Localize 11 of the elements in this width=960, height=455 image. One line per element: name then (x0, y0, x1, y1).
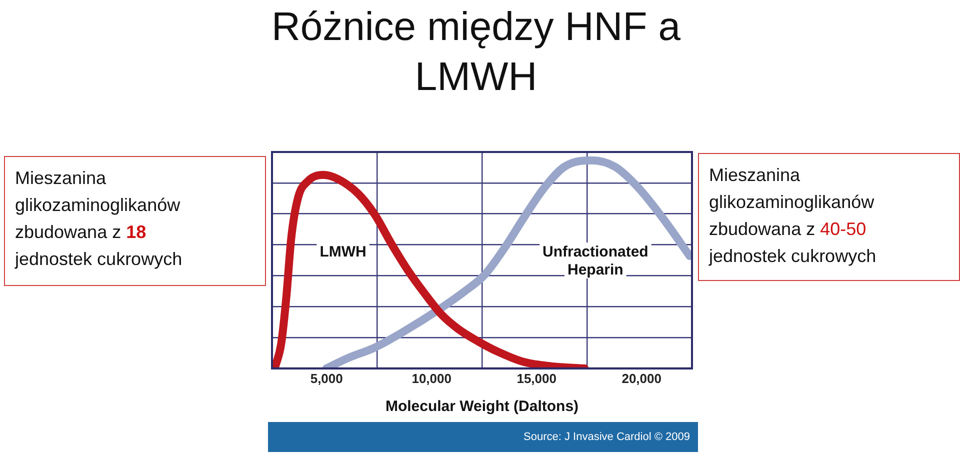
text: Mieszanina glikozaminoglikanów zbudowana z 18 jednostek cukrowych (15, 168, 182, 269)
chart-title: Różnice między HNF a LMWH (270, 4, 682, 101)
series-label: LMWH (320, 244, 366, 261)
x-tick-label: 5,000 (310, 370, 343, 386)
x-tick-label: 15,000 (516, 370, 556, 386)
series-label: Unfractionated Heparin (542, 244, 648, 279)
source-note: Source: J Invasive Cardiol © 2009 (268, 422, 698, 452)
text: Mieszanina glikozaminoglikanów zbudowana z 40-50 jednostek cukrowych (709, 165, 876, 266)
x-tick-label: 20,000 (622, 370, 662, 386)
x-axis-title: Molecular Weight (Daltons) (385, 398, 579, 416)
x-tick-label: 10,000 (412, 370, 452, 386)
